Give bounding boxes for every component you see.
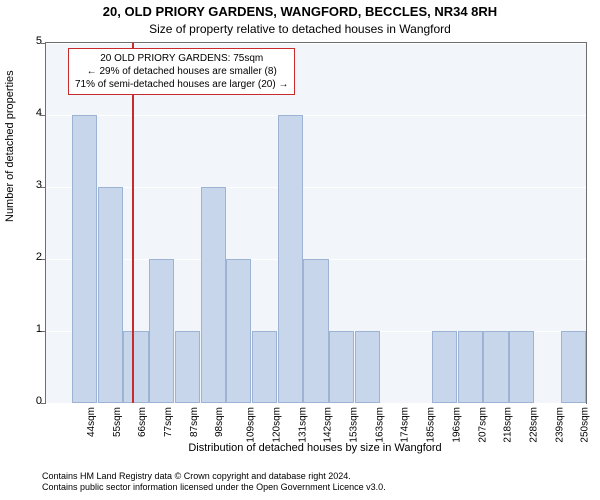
histogram-bar bbox=[98, 187, 123, 403]
xtick-label: 120sqm bbox=[271, 407, 282, 443]
ytick-label: 3 bbox=[12, 179, 42, 191]
xtick-label: 55sqm bbox=[112, 407, 123, 437]
histogram-bar bbox=[149, 259, 174, 403]
xtick-label: 207sqm bbox=[477, 407, 488, 443]
gridline bbox=[46, 43, 586, 44]
histogram-bar bbox=[329, 331, 354, 403]
histogram-bar bbox=[458, 331, 483, 403]
gridline bbox=[46, 403, 586, 404]
gridline bbox=[46, 115, 586, 116]
histogram-bar bbox=[72, 115, 97, 403]
property-marker-line bbox=[132, 43, 134, 403]
xtick-label: 153sqm bbox=[349, 407, 360, 443]
xtick-label: 185sqm bbox=[426, 407, 437, 443]
chart-title-sub: Size of property relative to detached ho… bbox=[0, 22, 600, 36]
xtick-label: 174sqm bbox=[400, 407, 411, 443]
histogram-bar bbox=[509, 331, 534, 403]
xtick-label: 131sqm bbox=[297, 407, 308, 443]
xtick-label: 239sqm bbox=[554, 407, 565, 443]
x-axis-label: Distribution of detached houses by size … bbox=[45, 442, 585, 454]
xtick-label: 142sqm bbox=[323, 407, 334, 443]
histogram-bar bbox=[355, 331, 380, 403]
ytick-label: 2 bbox=[12, 251, 42, 263]
xtick-label: 196sqm bbox=[451, 407, 462, 443]
histogram-bar bbox=[226, 259, 251, 403]
histogram-bar bbox=[175, 331, 200, 403]
annotation-box: 20 OLD PRIORY GARDENS: 75sqm← 29% of det… bbox=[68, 48, 295, 95]
plot-area bbox=[45, 42, 587, 404]
histogram-bar bbox=[432, 331, 457, 403]
histogram-bar bbox=[561, 331, 586, 403]
ytick-label: 0 bbox=[12, 395, 42, 407]
annotation-line1: 20 OLD PRIORY GARDENS: 75sqm bbox=[75, 52, 288, 65]
xtick-label: 66sqm bbox=[137, 407, 148, 437]
attribution-line1: Contains HM Land Registry data © Crown c… bbox=[42, 471, 386, 483]
histogram-bar bbox=[303, 259, 328, 403]
xtick-label: 250sqm bbox=[580, 407, 591, 443]
attribution-line2: Contains public sector information licen… bbox=[42, 482, 386, 494]
xtick-label: 77sqm bbox=[163, 407, 174, 437]
attribution-text: Contains HM Land Registry data © Crown c… bbox=[42, 471, 386, 494]
histogram-bar bbox=[201, 187, 226, 403]
ytick-label: 1 bbox=[12, 323, 42, 335]
xtick-label: 87sqm bbox=[189, 407, 200, 437]
histogram-bar bbox=[483, 331, 508, 403]
y-axis-label: Number of detached properties bbox=[4, 70, 16, 222]
xtick-label: 44sqm bbox=[86, 407, 97, 437]
xtick-label: 163sqm bbox=[374, 407, 385, 443]
histogram-bar bbox=[278, 115, 303, 403]
ytick-label: 4 bbox=[12, 107, 42, 119]
ytick-label: 5 bbox=[12, 35, 42, 47]
annotation-line2: ← 29% of detached houses are smaller (8) bbox=[75, 65, 288, 78]
histogram-bar bbox=[123, 331, 148, 403]
xtick-label: 98sqm bbox=[214, 407, 225, 437]
xtick-label: 109sqm bbox=[246, 407, 257, 443]
chart-title-main: 20, OLD PRIORY GARDENS, WANGFORD, BECCLE… bbox=[0, 4, 600, 19]
gridline bbox=[46, 187, 586, 188]
xtick-label: 218sqm bbox=[503, 407, 514, 443]
xtick-label: 228sqm bbox=[529, 407, 540, 443]
annotation-line3: 71% of semi-detached houses are larger (… bbox=[75, 78, 288, 91]
histogram-bar bbox=[252, 331, 277, 403]
